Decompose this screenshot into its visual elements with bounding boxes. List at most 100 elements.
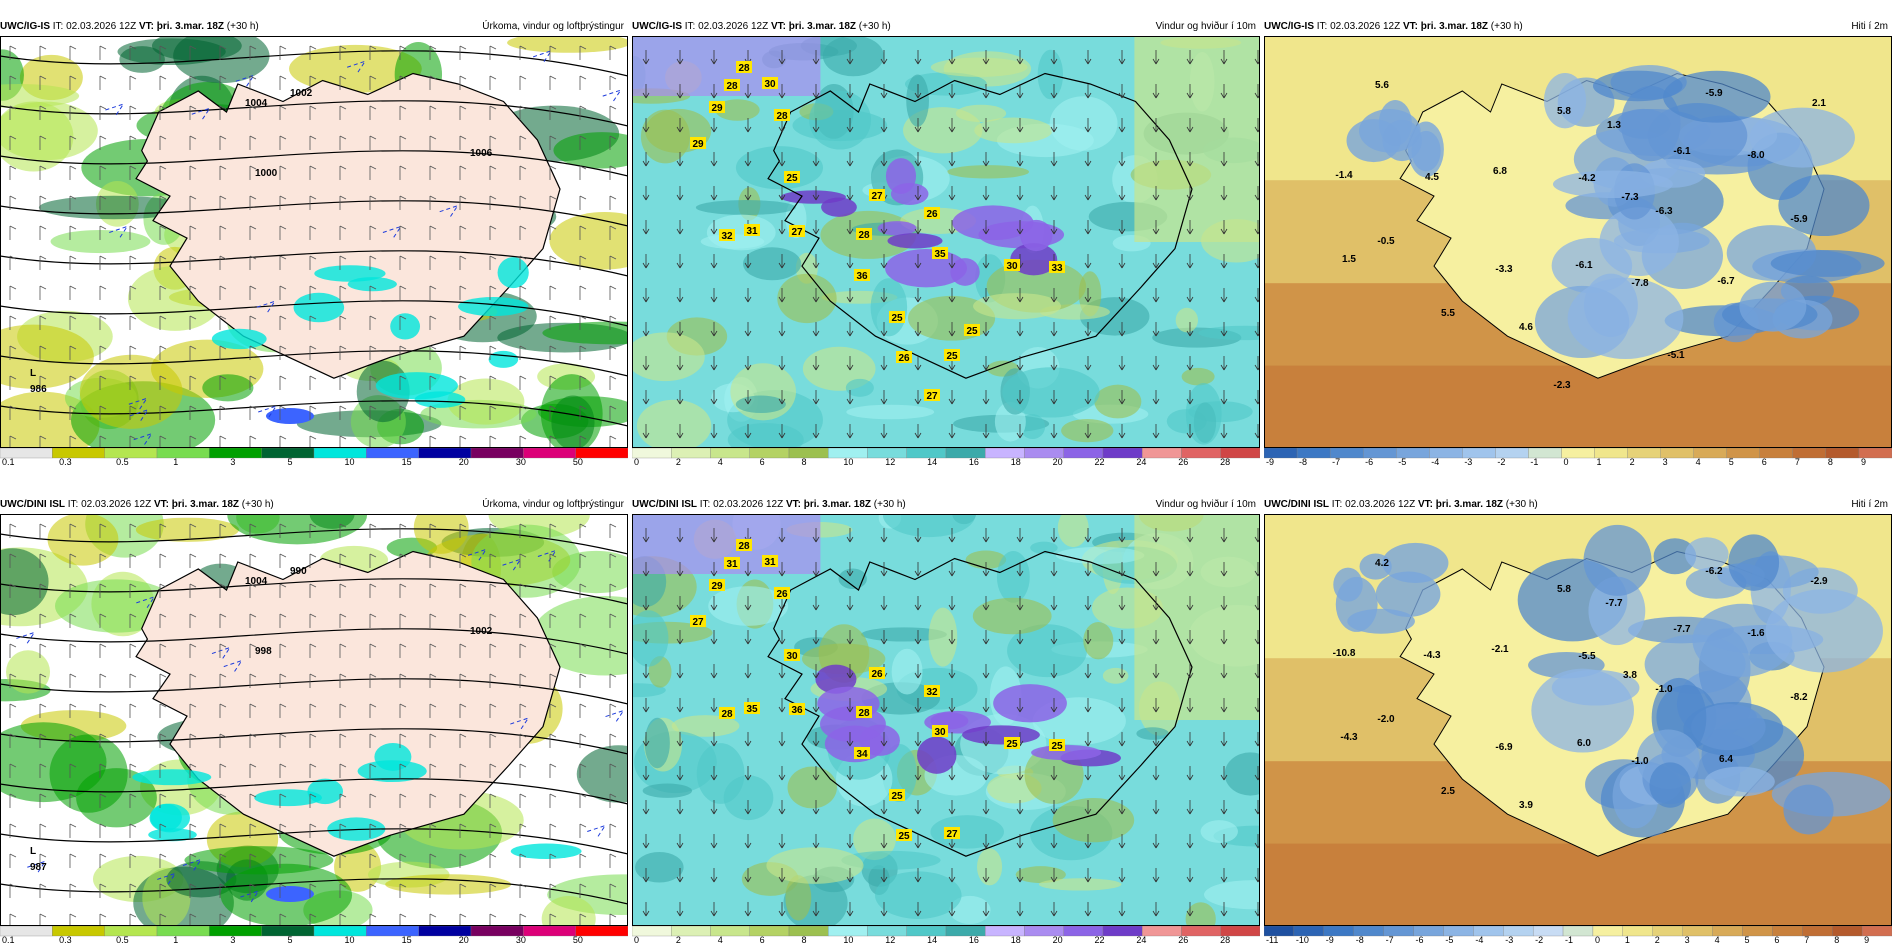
it-value: 02.03.2026 12Z xyxy=(1330,21,1401,32)
wind-arrow xyxy=(676,800,684,815)
wind-barb xyxy=(249,105,257,120)
vt-label: VT: xyxy=(770,21,786,32)
wind-arrow xyxy=(914,424,922,439)
wind-barb xyxy=(609,45,617,60)
wind-arrow xyxy=(1118,868,1126,883)
scale-swatch xyxy=(788,926,829,937)
gust-badge xyxy=(690,137,706,149)
wind-barb xyxy=(159,405,167,420)
temperature-value: -2.1 xyxy=(1491,644,1509,655)
wind-barb xyxy=(519,195,527,210)
wind-barb xyxy=(189,255,197,270)
wind-arrow xyxy=(1220,220,1228,235)
wind-map[interactable]: 29 28 30 28 28 29 27 26 25 32 31 27 28 35 36 30 33 25 26 25… xyxy=(632,36,1260,448)
precip-heavy xyxy=(347,277,397,292)
wind-arrow xyxy=(1016,868,1024,883)
gust-badge xyxy=(789,703,805,715)
scale-tick-label: 6 xyxy=(1774,935,1779,944)
isotherm xyxy=(129,408,150,423)
wind-barb xyxy=(279,553,287,568)
wind-barb xyxy=(579,135,587,150)
wind-arrow xyxy=(778,186,786,201)
wind-barb xyxy=(9,135,17,150)
wind-barb xyxy=(159,225,167,240)
wind-arrow xyxy=(1152,84,1160,99)
scale-swatch xyxy=(710,448,750,459)
wind-blob xyxy=(846,404,935,420)
gust-badge xyxy=(709,101,725,113)
wind-arrow xyxy=(948,322,956,337)
scale-tick-label: 0.3 xyxy=(59,457,72,466)
wind-arrow xyxy=(880,288,888,303)
scale-tick-label: 2 xyxy=(1630,457,1635,466)
wind-barb xyxy=(459,75,467,90)
wind-barb xyxy=(609,763,617,778)
wind-arrow xyxy=(982,664,990,679)
wind-barb xyxy=(579,583,587,598)
wind-barb xyxy=(129,643,137,658)
wind-barb xyxy=(489,75,497,90)
wind-barb xyxy=(99,673,107,688)
wind-barb xyxy=(399,553,407,568)
wind-arrow xyxy=(1152,152,1160,167)
precip-blob xyxy=(507,36,628,53)
gust-value: 34 xyxy=(856,749,868,760)
gust-value: 28 xyxy=(721,709,733,720)
gust-value: 28 xyxy=(726,81,738,92)
scale-swatch xyxy=(749,926,790,937)
wind-barb xyxy=(99,643,107,658)
wind-arrow xyxy=(1016,630,1024,645)
wind-arrow xyxy=(1152,562,1160,577)
temperature-map[interactable]: 5.6 -5.9 2.1 5.8 1.3 -6.1 -8.0 -1.4 4.5 6.8 -4.2 -7… xyxy=(1264,36,1892,448)
wind-arrow xyxy=(1152,254,1160,269)
gust-value: 27 xyxy=(692,617,704,628)
precip-map[interactable]: L 986 1004 1006 1000 1002 xyxy=(0,36,628,448)
precip-blob xyxy=(202,374,254,402)
wind-barb xyxy=(9,255,17,270)
wind-barb xyxy=(579,375,587,390)
gust-value: 32 xyxy=(926,687,938,698)
temperature-value: -6.7 xyxy=(1717,276,1735,287)
calm-area xyxy=(1134,36,1260,242)
wind-map[interactable]: 29 31 31 28 26 27 26 32 30 28 35 36 28 30 34 25 25 25 25 27 xyxy=(632,514,1260,926)
scale-tick-label: 7 xyxy=(1804,935,1809,944)
wind-barb xyxy=(189,583,197,598)
wind-barb xyxy=(189,315,197,330)
scale-tick-label: 20 xyxy=(459,457,469,466)
isotherm xyxy=(105,103,125,117)
gust-value: 25 xyxy=(891,313,903,324)
precip-map[interactable]: L 987 1004 1002 998 990 xyxy=(0,514,628,926)
wind-barb xyxy=(369,523,377,538)
scale-tick-label: 26 xyxy=(1178,935,1188,944)
precip-max xyxy=(266,408,314,424)
wind-blob xyxy=(973,293,1061,320)
wind-barb xyxy=(459,375,467,390)
wind-arrow xyxy=(948,186,956,201)
wind-arrow xyxy=(948,84,956,99)
wind-blob xyxy=(947,165,1030,179)
wind-barb xyxy=(69,523,77,538)
wind-arrow xyxy=(1084,698,1092,713)
wind-arrow xyxy=(778,84,786,99)
gust-value: 30 xyxy=(764,79,776,90)
isotherm xyxy=(467,548,488,562)
wind-barb xyxy=(489,853,497,868)
precip-blob xyxy=(542,321,628,345)
wind-arrow xyxy=(846,698,854,713)
it-label: IT: xyxy=(1316,21,1328,32)
wind-barb xyxy=(489,225,497,240)
wind-barb xyxy=(339,285,347,300)
gust-badge xyxy=(1004,737,1020,749)
temperature-map[interactable]: 4.2 -6.2 -2.9 5.8 -7.7 -7.7 -1.6 -10.8 -4.3 -2.1 -… xyxy=(1264,514,1892,926)
wind-barb xyxy=(579,45,587,60)
wind-arrow xyxy=(914,186,922,201)
vt-label: VT: xyxy=(1402,21,1418,32)
wind-barb xyxy=(9,673,17,688)
gust-badge xyxy=(944,827,960,839)
vt-label: VT: xyxy=(785,499,801,510)
wind-barb xyxy=(9,523,17,538)
wind-blob xyxy=(874,871,962,919)
wind-barb xyxy=(279,375,287,390)
wind-arrow xyxy=(982,186,990,201)
wind-arrow xyxy=(1118,766,1126,781)
